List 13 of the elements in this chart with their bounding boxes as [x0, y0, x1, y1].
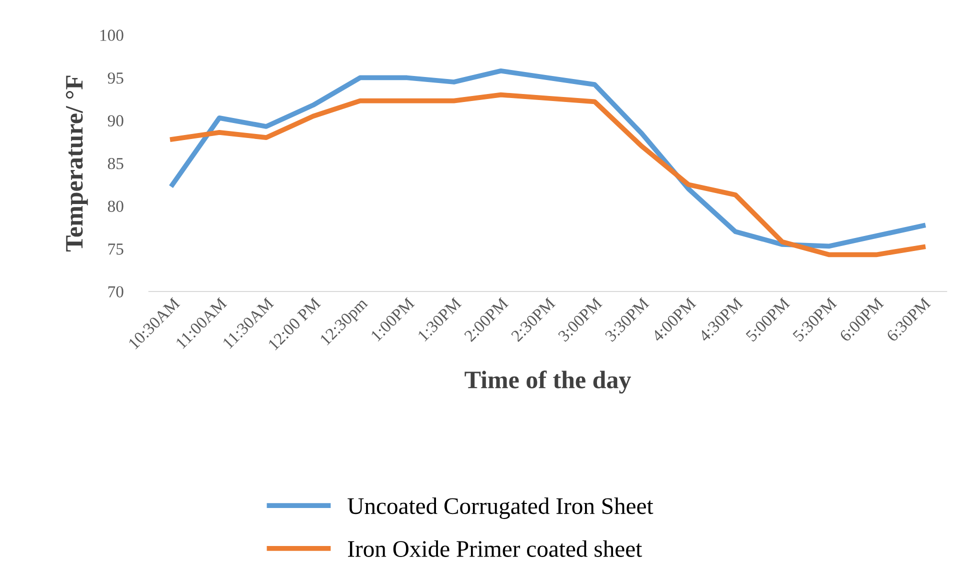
y-tick-label: 85 — [108, 158, 124, 170]
line-series — [170, 92, 926, 258]
y-axis-title: Temperature/ °F — [66, 76, 88, 252]
y-tick-label: 75 — [108, 244, 124, 255]
y-tick-label: 80 — [108, 200, 124, 212]
y-tick-label: 90 — [108, 115, 124, 126]
x-axis-title: Time of the day — [464, 370, 631, 394]
y-tick-label: 95 — [108, 72, 124, 84]
y-tick-label: 100 — [100, 30, 124, 41]
y-tick-label: 70 — [108, 286, 124, 298]
line-series — [170, 68, 926, 249]
legend-label: Uncoated Corrugated Iron Sheet — [348, 497, 654, 519]
legend-label: Iron Oxide Primer coated sheet — [348, 540, 642, 557]
